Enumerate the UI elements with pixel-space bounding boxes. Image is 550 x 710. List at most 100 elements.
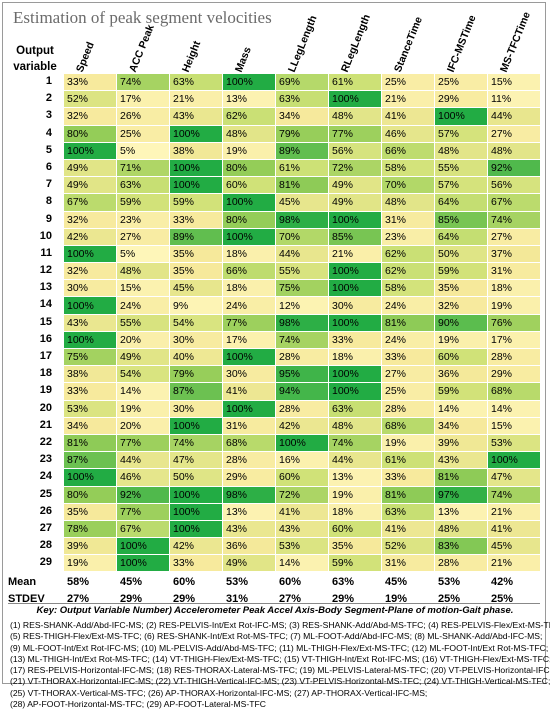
heatmap-cell: 81% <box>381 313 435 332</box>
heatmap-cell: 34% <box>434 416 488 435</box>
heatmap-cell: 49% <box>63 176 117 195</box>
heatmap-cell: 13% <box>222 90 276 109</box>
row-label: 9 <box>45 212 52 225</box>
heatmap-cell: 41% <box>487 519 541 539</box>
row-label: 6 <box>45 160 52 173</box>
stdev-value: 19% <box>385 593 408 605</box>
table-row: 75% 49% 40% 100% 28% 18% 33% 60% 28% <box>63 347 541 367</box>
heatmap-cell: 30% <box>328 296 382 315</box>
heatmap-cell: 9% <box>169 296 223 315</box>
heatmap-cell: 100% <box>328 262 382 281</box>
heatmap-cell: 37% <box>487 244 541 264</box>
row-label: 21 <box>39 418 52 431</box>
heatmap-cell: 11% <box>487 90 541 109</box>
heatmap-cell: 100% <box>328 210 382 229</box>
heatmap-cell: 74% <box>116 72 170 92</box>
heatmap-cell: 27% <box>487 124 541 143</box>
table-row: 78% 67% 100% 43% 43% 60% 41% 48% 41% <box>63 519 541 539</box>
heatmap-cell: 48% <box>381 193 435 212</box>
row-label: 25 <box>39 487 52 500</box>
stdev-value: 27% <box>279 593 302 605</box>
heatmap-cell: 43% <box>275 519 329 539</box>
heatmap-cell: 100% <box>169 124 223 143</box>
heatmap-cell: 100% <box>222 227 276 246</box>
heatmap-cell: 80% <box>63 124 117 143</box>
heatmap-cell: 83% <box>434 537 488 556</box>
heatmap-cell: 75% <box>275 279 329 298</box>
row-label: 27 <box>39 521 52 534</box>
table-row: 32% 26% 43% 62% 34% 48% 41% 100% 44% <box>63 107 541 126</box>
heatmap-cell: 25% <box>381 382 435 401</box>
heatmap-cell: 48% <box>487 141 541 160</box>
row-label: 22 <box>39 435 52 448</box>
stdev-value: 25% <box>438 593 461 605</box>
heatmap-cell: 39% <box>63 537 117 556</box>
row-label: 4 <box>45 126 52 139</box>
heatmap-cell: 13% <box>222 502 276 521</box>
heatmap-cell: 81% <box>434 468 488 487</box>
heatmap-cell: 57% <box>434 176 488 195</box>
heatmap-cell: 59% <box>328 554 382 573</box>
mean-value: 53% <box>226 576 249 588</box>
heatmap-cell: 74% <box>169 433 223 453</box>
heatmap-cell: 100% <box>169 502 223 521</box>
heatmap-cell: 30% <box>222 365 276 384</box>
heatmap-cell: 23% <box>116 210 170 229</box>
heatmap-cell: 85% <box>328 227 382 246</box>
heatmap-cell: 49% <box>328 193 382 212</box>
heatmap-cell: 81% <box>63 433 117 453</box>
heatmap-cell: 100% <box>434 107 488 126</box>
heatmap-cell: 40% <box>169 347 223 367</box>
heatmap-cell: 89% <box>275 141 329 160</box>
heatmap-cell: 33% <box>63 72 117 92</box>
heatmap-cell: 72% <box>328 158 382 178</box>
heatmap-cell: 55% <box>434 158 488 178</box>
table-row: 67% 59% 59% 100% 45% 49% 48% 64% 67% <box>63 193 541 212</box>
heatmap-cell: 77% <box>328 124 382 143</box>
heatmap-cell: 17% <box>487 330 541 350</box>
heatmap-cell: 25% <box>434 72 488 92</box>
mean-row: Mean 58% 45% 60% 53% 60% 63% 45% 53% 42% <box>6 574 546 591</box>
heatmap-cell: 19% <box>222 141 276 160</box>
heatmap-cell: 62% <box>381 262 435 281</box>
row-label: 3 <box>45 109 52 122</box>
heatmap-cell: 100% <box>63 141 117 160</box>
heatmap-cell: 34% <box>275 107 329 126</box>
table-row: 53% 19% 30% 100% 28% 63% 28% 14% 14% <box>63 399 541 418</box>
heatmap-cell: 47% <box>169 451 223 470</box>
heatmap-cell: 98% <box>222 485 276 504</box>
heatmap-cell: 44% <box>328 451 382 470</box>
heatmap-cell: 21% <box>381 90 435 109</box>
stdev-value: 27% <box>67 593 90 605</box>
heatmap-cell: 56% <box>328 141 382 160</box>
mean-value: 45% <box>385 576 408 588</box>
row-label: 26 <box>39 504 52 517</box>
heatmap-cell: 79% <box>169 365 223 384</box>
table-row: 33% 74% 63% 100% 69% 61% 25% 25% 15% <box>63 72 541 92</box>
heatmap-cell: 77% <box>116 433 170 453</box>
row-label: 7 <box>45 178 52 191</box>
row-label: 16 <box>39 332 52 345</box>
heatmap-cell: 67% <box>63 193 117 212</box>
heatmap-cell: 59% <box>434 262 488 281</box>
heatmap-cell: 48% <box>434 519 488 539</box>
heatmap-cell: 100% <box>275 433 329 453</box>
heatmap-cell: 34% <box>63 416 117 435</box>
heatmap-cell: 100% <box>222 347 276 367</box>
mean-value: 42% <box>491 576 514 588</box>
heatmap-cell: 49% <box>63 158 117 178</box>
heatmap-cell: 100% <box>487 451 541 470</box>
legend-line: (1) RES-SHANK-Add/Abd-IFC-MS; (2) RES-PE… <box>10 620 550 630</box>
heatmap-cell: 25% <box>116 124 170 143</box>
heatmap-cell: 94% <box>275 382 329 401</box>
legend-line: (21) VT-THORAX-Horizontal-IFC-MS; (22) V… <box>10 676 550 687</box>
heatmap-cell: 13% <box>328 468 382 487</box>
heatmap-cell: 100% <box>169 519 223 539</box>
heatmap-cell: 13% <box>434 502 488 521</box>
heatmap-cell: 41% <box>381 107 435 126</box>
heatmap-cell: 72% <box>275 485 329 504</box>
heatmap-cell: 100% <box>222 72 276 92</box>
heatmap-cell: 20% <box>116 416 170 435</box>
heatmap-cell: 74% <box>328 433 382 453</box>
table-row: 34% 20% 100% 31% 42% 48% 68% 34% 15% <box>63 416 541 435</box>
